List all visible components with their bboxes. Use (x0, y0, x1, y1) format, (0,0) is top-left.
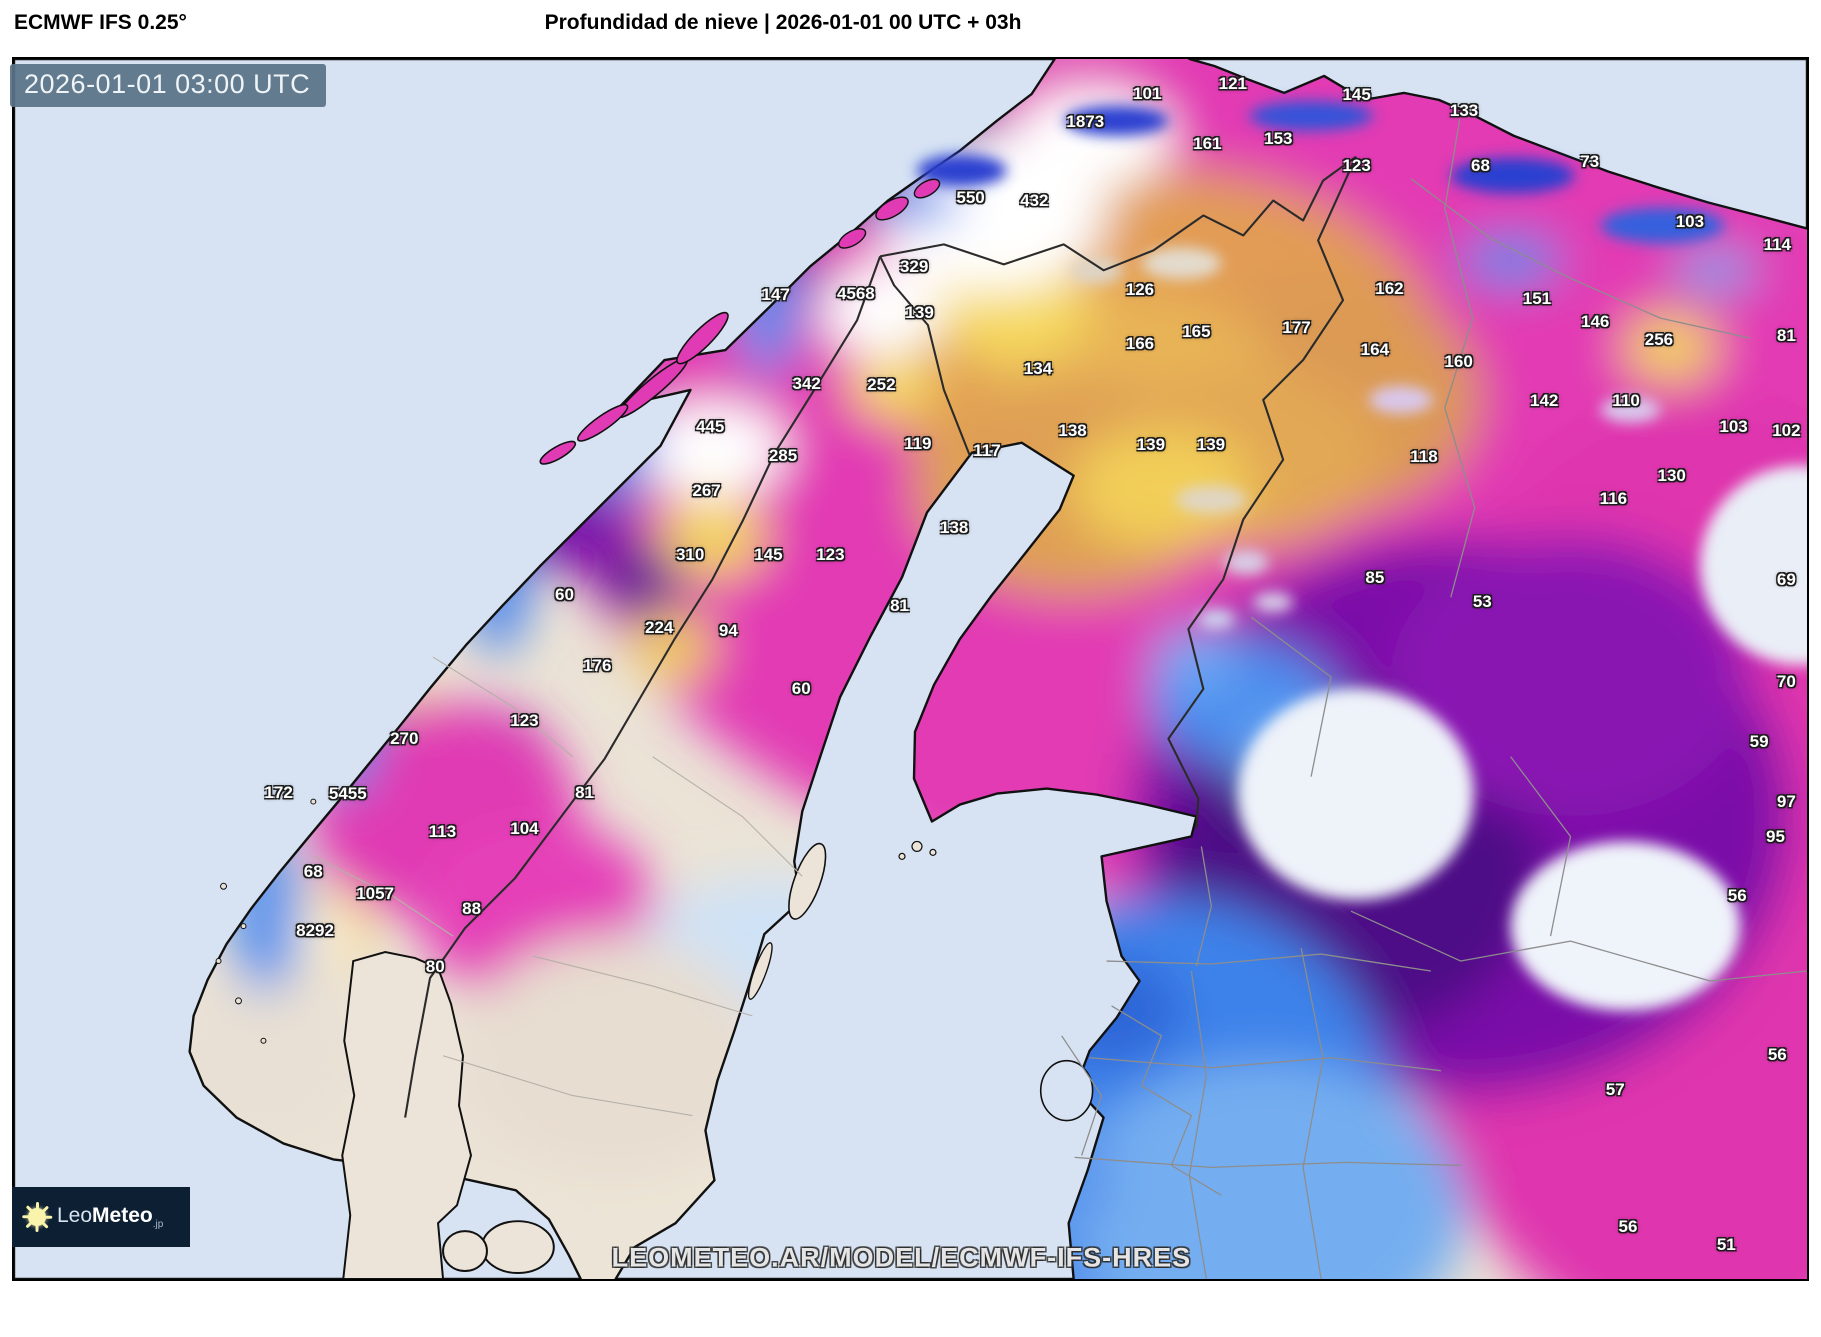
leometeo-logo-text: LeoMeteo.jp (57, 1203, 164, 1231)
funen-island (442, 1230, 488, 1273)
gotland-island (788, 842, 827, 920)
field-detail-layer (916, 100, 1807, 1011)
tromso-islands (838, 178, 941, 249)
leometeo-sun-icon (22, 1202, 53, 1232)
coastal-skerries (215, 798, 317, 1044)
leometeo-logo[interactable]: LeoMeteo.jp (12, 1187, 190, 1247)
map-canvas (14, 59, 1807, 1279)
legend-bar: 0.00 cm 020406080100120140160180200 9305… (0, 1281, 1821, 1337)
border-finland-russia (1167, 156, 1357, 829)
country-borders (404, 155, 1357, 1118)
admin-borders (1061, 118, 1807, 1279)
timestamp-badge: 2026-01-01 03:00 UTC (10, 64, 327, 107)
watermark-text: LEOMETEO.AR/MODEL/ECMWF-IFS-HRES (611, 1242, 1192, 1273)
islands-layer (215, 178, 941, 1279)
denmark (341, 951, 473, 1279)
page-title: Profundidad de nieve | 2026-01-01 00 UTC… (544, 11, 1022, 34)
border-norway-sweden (404, 255, 882, 1118)
border-norway-finland (879, 155, 1357, 272)
barents-sea-coastline (1188, 59, 1807, 230)
header-bar: ECMWF IFS 0.25° Profundidad de nieve | 2… (0, 0, 1821, 57)
zealand-island (480, 1220, 555, 1275)
gulf-of-riga (1039, 1059, 1094, 1122)
model-name: ECMWF IFS 0.25° (14, 11, 187, 34)
map-area (12, 57, 1809, 1281)
lofoten-islands (539, 311, 729, 465)
aland-islands (898, 840, 937, 860)
county-borders (313, 656, 803, 1117)
oland-island (747, 942, 773, 1000)
border-sweden-finland (879, 255, 971, 457)
